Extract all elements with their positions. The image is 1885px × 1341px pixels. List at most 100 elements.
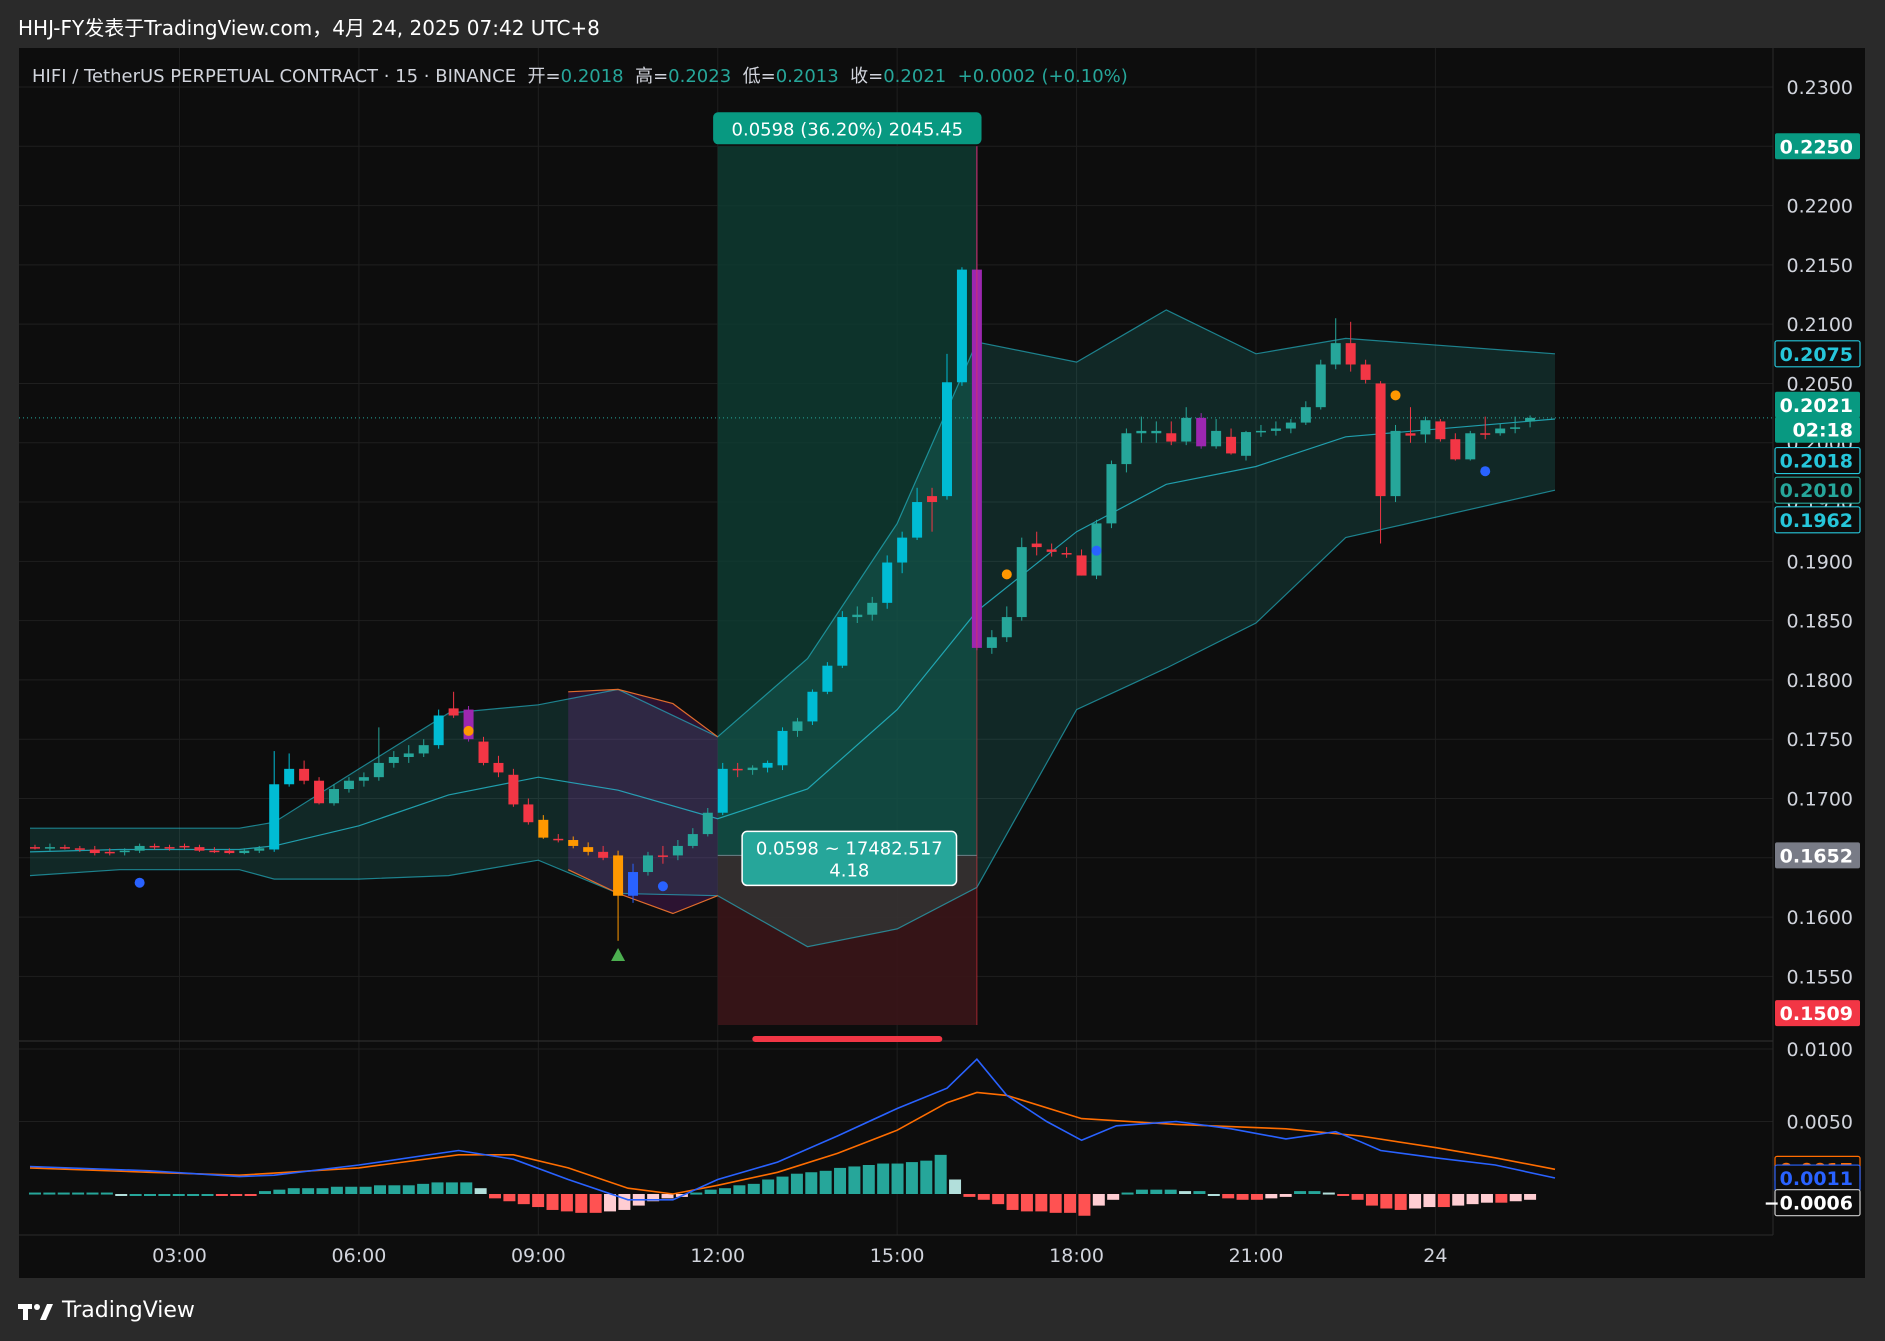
candle[interactable]: [777, 727, 788, 771]
candle[interactable]: [149, 843, 160, 850]
candle[interactable]: [1196, 413, 1207, 449]
candle[interactable]: [343, 777, 354, 793]
candle[interactable]: [134, 843, 145, 854]
candle[interactable]: [882, 555, 893, 609]
candle[interactable]: [508, 768, 519, 807]
candle[interactable]: [1315, 359, 1326, 410]
candle[interactable]: [867, 596, 878, 621]
candle[interactable]: [852, 606, 863, 623]
candle[interactable]: [299, 760, 310, 785]
candle[interactable]: [1166, 421, 1177, 446]
candle[interactable]: [164, 844, 175, 851]
candle[interactable]: [1450, 433, 1461, 461]
candle[interactable]: [448, 691, 459, 718]
candle[interactable]: [1390, 424, 1401, 503]
candle[interactable]: [59, 844, 70, 850]
candle[interactable]: [1226, 428, 1237, 455]
candle[interactable]: [583, 842, 594, 856]
candle[interactable]: [702, 807, 713, 837]
candle[interactable]: [927, 487, 938, 532]
candle[interactable]: [329, 784, 340, 806]
candle[interactable]: [568, 836, 579, 849]
candle[interactable]: [224, 848, 235, 855]
candle[interactable]: [687, 828, 698, 849]
candle[interactable]: [1255, 424, 1266, 437]
candle[interactable]: [179, 843, 190, 850]
candle[interactable]: [1510, 416, 1521, 434]
candle[interactable]: [538, 815, 549, 839]
candle[interactable]: [762, 760, 773, 773]
candle[interactable]: [1345, 321, 1356, 372]
candle[interactable]: [1136, 416, 1147, 443]
candle[interactable]: [628, 863, 639, 903]
candle[interactable]: [194, 844, 205, 852]
candle[interactable]: [1031, 531, 1042, 556]
candle[interactable]: [433, 709, 444, 749]
candle[interactable]: [1151, 421, 1162, 443]
candle[interactable]: [1076, 549, 1087, 576]
candle[interactable]: [807, 689, 818, 725]
candle[interactable]: [1016, 537, 1027, 621]
candle[interactable]: [613, 850, 624, 941]
candle[interactable]: [1525, 415, 1536, 428]
candle[interactable]: [956, 267, 967, 386]
candle[interactable]: [1106, 460, 1117, 529]
candle[interactable]: [1181, 407, 1192, 446]
candle[interactable]: [463, 706, 474, 742]
candle[interactable]: [837, 611, 848, 669]
candle[interactable]: [1001, 606, 1012, 642]
candle[interactable]: [493, 755, 504, 778]
candle[interactable]: [239, 848, 250, 855]
candle[interactable]: [1046, 543, 1057, 557]
tradingview-logo[interactable]: TradingView: [18, 1298, 195, 1323]
candle[interactable]: [941, 353, 952, 500]
candle[interactable]: [1211, 419, 1222, 449]
candle[interactable]: [1480, 416, 1491, 440]
candle[interactable]: [747, 765, 758, 775]
target-label[interactable]: 0.0598 (36.20%) 2045.45: [713, 112, 982, 145]
candle[interactable]: [1465, 430, 1476, 461]
candle[interactable]: [732, 762, 743, 778]
candle[interactable]: [792, 717, 803, 737]
candle[interactable]: [418, 739, 429, 757]
candle[interactable]: [1360, 359, 1371, 384]
candle[interactable]: [1270, 421, 1281, 436]
candle[interactable]: [44, 843, 55, 851]
candle[interactable]: [912, 487, 923, 540]
candle[interactable]: [74, 845, 85, 852]
candle[interactable]: [314, 777, 325, 805]
candle[interactable]: [29, 844, 40, 850]
candle[interactable]: [1420, 416, 1431, 443]
candle[interactable]: [403, 745, 414, 763]
candle[interactable]: [822, 662, 833, 695]
candle[interactable]: [657, 845, 668, 864]
time-axis[interactable]: 03:00 06:00 09:00 12:00 15:00 18:00 21:00 24: [152, 1245, 1447, 1267]
candle[interactable]: [1241, 430, 1252, 461]
candle[interactable]: [104, 848, 115, 856]
candle[interactable]: [1375, 381, 1386, 544]
candle[interactable]: [1435, 419, 1446, 442]
candle[interactable]: [254, 845, 265, 854]
candle[interactable]: [1061, 547, 1072, 558]
candle[interactable]: [1121, 428, 1132, 473]
candle[interactable]: [89, 845, 100, 856]
candle[interactable]: [119, 848, 130, 856]
candle[interactable]: [388, 751, 399, 768]
price-axis[interactable]: 0.23000.22500.22000.21500.21000.20500.20…: [1764, 77, 1861, 1217]
candle[interactable]: [672, 840, 683, 861]
candle[interactable]: [642, 851, 653, 876]
candle[interactable]: [523, 798, 534, 825]
candle[interactable]: [1285, 419, 1296, 434]
candle[interactable]: [358, 772, 369, 787]
candle[interactable]: [284, 753, 295, 787]
candle[interactable]: [986, 630, 997, 654]
stop-handle[interactable]: [752, 1036, 943, 1042]
candle[interactable]: [373, 727, 384, 781]
candle[interactable]: [717, 762, 728, 816]
candle[interactable]: [553, 834, 564, 843]
candle[interactable]: [478, 736, 489, 766]
candle[interactable]: [269, 751, 280, 852]
candle[interactable]: [1495, 423, 1506, 436]
